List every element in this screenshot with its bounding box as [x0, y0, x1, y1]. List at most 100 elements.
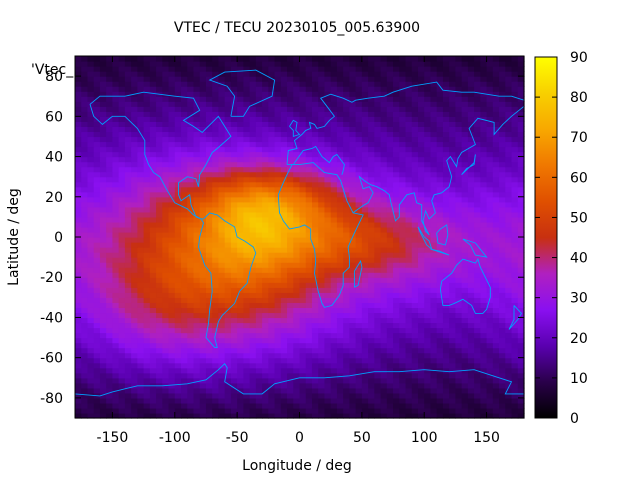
heatmap-cell — [461, 412, 469, 419]
heatmap-cell — [393, 267, 400, 273]
heatmap-cell — [280, 196, 288, 203]
heatmap-cell — [393, 156, 400, 163]
heatmap-cell — [461, 136, 469, 143]
heatmap-cell — [218, 392, 226, 399]
heatmap-cell — [467, 121, 475, 127]
heatmap-cell — [474, 267, 481, 273]
heatmap-cell — [393, 247, 400, 253]
heatmap-cell — [499, 176, 506, 183]
heatmap-cell — [199, 282, 207, 288]
heatmap-cell — [274, 362, 282, 369]
heatmap-cell — [224, 216, 232, 223]
heatmap-cell — [336, 332, 344, 339]
heatmap-cell — [199, 302, 207, 308]
heatmap-cell — [399, 81, 407, 87]
heatmap-cell — [474, 91, 481, 97]
heatmap-cell — [442, 277, 450, 283]
heatmap-cell — [174, 86, 182, 92]
heatmap-cell — [430, 257, 438, 263]
heatmap-cell — [287, 211, 294, 218]
heatmap-cell — [162, 176, 170, 183]
heatmap-cell — [417, 332, 425, 339]
heatmap-cell — [143, 131, 151, 138]
heatmap-cell — [131, 327, 138, 334]
heatmap-cell — [99, 96, 107, 102]
heatmap-cell — [374, 166, 382, 173]
heatmap-cell — [411, 262, 419, 268]
heatmap-cell — [255, 81, 263, 87]
heatmap-cell — [249, 81, 257, 87]
heatmap-cell — [255, 307, 263, 314]
heatmap-cell — [361, 307, 369, 314]
heatmap-cell — [318, 237, 326, 243]
heatmap-cell — [99, 237, 107, 243]
heatmap-cell — [474, 247, 481, 253]
heatmap-cell — [511, 402, 519, 409]
heatmap-cell — [187, 252, 195, 258]
heatmap-cell — [492, 161, 500, 168]
heatmap-cell — [187, 377, 195, 384]
heatmap-cell — [368, 382, 375, 389]
heatmap-cell — [455, 257, 463, 263]
heatmap-cell — [156, 397, 163, 404]
heatmap-cell — [112, 216, 120, 223]
heatmap-cell — [343, 382, 350, 389]
heatmap-cell — [81, 161, 89, 168]
heatmap-cell — [343, 342, 350, 349]
heatmap-cell — [361, 277, 369, 283]
heatmap-cell — [280, 287, 288, 293]
heatmap-cell — [224, 181, 232, 188]
heatmap-cell — [467, 96, 475, 102]
heatmap-cell — [499, 382, 506, 389]
heatmap-cell — [262, 252, 269, 258]
heatmap-cell — [368, 111, 375, 117]
heatmap-cell — [131, 362, 138, 369]
heatmap-cell — [218, 146, 226, 153]
heatmap-cell — [305, 267, 313, 273]
heatmap-cell — [318, 372, 326, 379]
heatmap-cell — [75, 342, 82, 349]
heatmap-cell — [193, 121, 201, 127]
heatmap-cell — [237, 302, 244, 308]
heatmap-cell — [243, 121, 251, 127]
heatmap-cell — [311, 91, 319, 97]
heatmap-cell — [355, 247, 363, 253]
heatmap-cell — [193, 231, 201, 238]
heatmap-cell — [374, 101, 382, 107]
heatmap-cell — [187, 312, 195, 319]
heatmap-cell — [162, 146, 170, 153]
heatmap-cell — [499, 357, 506, 364]
heatmap-cell — [442, 101, 450, 107]
heatmap-cell — [480, 367, 488, 374]
heatmap-cell — [187, 357, 195, 364]
heatmap-cell — [287, 86, 294, 92]
heatmap-cell — [118, 231, 126, 238]
heatmap-cell — [311, 171, 319, 178]
heatmap-cell — [280, 111, 288, 117]
heatmap-cell — [274, 111, 282, 117]
heatmap-cell — [168, 407, 176, 414]
heatmap-cell — [467, 282, 475, 288]
heatmap-cell — [442, 151, 450, 158]
heatmap-cell — [112, 156, 120, 163]
heatmap-cell — [112, 392, 120, 399]
heatmap-cell — [368, 302, 375, 308]
heatmap-cell — [393, 307, 400, 314]
heatmap-cell — [205, 257, 213, 263]
heatmap-cell — [162, 342, 170, 349]
heatmap-cell — [268, 332, 276, 339]
heatmap-cell — [193, 312, 201, 319]
heatmap-cell — [81, 397, 89, 404]
heatmap-cell — [399, 206, 407, 213]
heatmap-cell — [449, 392, 457, 399]
heatmap-cell — [311, 106, 319, 112]
heatmap-cell — [99, 196, 107, 203]
heatmap-cell — [305, 131, 313, 138]
heatmap-cell — [199, 211, 207, 218]
heatmap-cell — [368, 201, 375, 208]
heatmap-cell — [386, 201, 394, 208]
heatmap-cell — [168, 397, 176, 404]
heatmap-cell — [405, 287, 413, 293]
heatmap-cell — [461, 126, 469, 133]
heatmap-cell — [449, 231, 457, 238]
